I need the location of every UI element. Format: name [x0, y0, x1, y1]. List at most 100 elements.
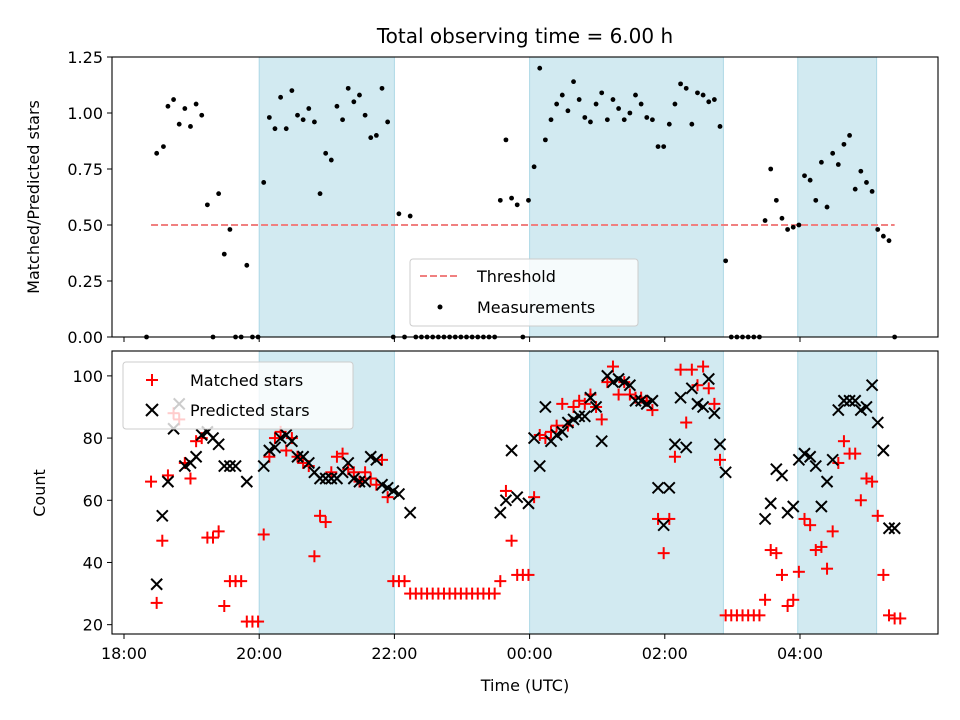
- measurement-point: [633, 92, 638, 98]
- matched-star-point: [539, 432, 552, 445]
- measurement-point: [571, 79, 576, 85]
- measurement-point: [244, 262, 250, 268]
- matched-star-point: [798, 512, 811, 525]
- measurement-point: [368, 135, 374, 141]
- top-y-tick-label: 0.00: [67, 328, 103, 347]
- predicted-star-point: [353, 475, 366, 488]
- legend-threshold-label: Threshold: [476, 267, 556, 286]
- measurement-point: [796, 222, 802, 228]
- matched-star-point: [770, 547, 783, 560]
- measurement-point: [531, 164, 537, 170]
- bottom-legend-box: [122, 361, 354, 430]
- bottom-x-tick-label: 22:00: [371, 644, 417, 663]
- predicted-star-point: [161, 475, 175, 488]
- bottom-x-tick-label: 20:00: [236, 644, 282, 663]
- measurement-point: [272, 126, 278, 132]
- measurement-point: [768, 166, 774, 172]
- predicted-star-point: [313, 472, 327, 485]
- matched-star-point: [184, 472, 197, 485]
- measurement-point: [373, 133, 379, 138]
- measurement-point: [785, 227, 791, 232]
- predicted-star-point: [325, 472, 338, 485]
- predicted-star-point: [319, 472, 332, 485]
- predicted-star-point: [150, 578, 163, 591]
- predicted-star-point: [189, 450, 203, 463]
- measurement-point: [407, 213, 413, 219]
- measurement-point: [216, 191, 222, 197]
- measurement-point: [542, 137, 548, 143]
- measurement-point: [616, 106, 622, 111]
- top-y-tick-label: 1.00: [67, 104, 103, 123]
- matched-star-point: [759, 593, 772, 606]
- matched-star-point: [268, 432, 281, 445]
- predicted-star-point: [888, 522, 901, 535]
- measurement-point: [847, 133, 852, 138]
- measurement-point: [627, 110, 633, 116]
- measurement-point: [317, 191, 323, 197]
- bottom-y-tick-label: 80: [83, 429, 103, 448]
- bottom-x-axis-label: Time (UTC): [480, 676, 569, 695]
- predicted-star-point: [623, 379, 637, 392]
- matched-star-point: [866, 475, 879, 488]
- matched-star-point: [652, 512, 665, 525]
- predicted-star-point: [702, 372, 715, 386]
- matched-star-point: [376, 453, 389, 466]
- predicted-star-point: [527, 431, 541, 445]
- predicted-star-point: [494, 506, 507, 519]
- predicted-star-point: [510, 490, 524, 504]
- measurement-point: [559, 92, 565, 98]
- bottom-y-tick-label: 60: [83, 491, 103, 510]
- predicted-star-point: [775, 469, 789, 482]
- measurement-point: [385, 119, 391, 125]
- predicted-star-point: [268, 441, 282, 454]
- measurement-point: [537, 65, 543, 71]
- predicted-star-point: [651, 481, 665, 495]
- legend-matched-swatch: [146, 374, 158, 386]
- measurement-point: [666, 121, 672, 127]
- matched-star-point: [370, 478, 383, 491]
- predicted-star-point: [285, 434, 299, 448]
- predicted-star-point: [589, 400, 603, 414]
- measurement-point: [328, 157, 334, 163]
- top-panel: 0.00 0.25 0.50 0.75 1.00 1.25 Total observing…: [24, 24, 939, 347]
- measurement-point: [227, 227, 233, 232]
- bottom-y-axis-label: Count: [30, 469, 49, 517]
- measurement-point: [830, 150, 836, 156]
- predicted-star-point: [341, 456, 355, 470]
- matched-star-point: [161, 469, 174, 482]
- measurement-point: [503, 137, 509, 143]
- matched-star-point: [837, 435, 850, 448]
- predicted-star-point: [696, 400, 710, 414]
- matched-star-point: [646, 404, 659, 417]
- matched-star-point: [505, 534, 518, 547]
- measurement-point: [672, 101, 678, 107]
- legend-predicted-swatch: [145, 403, 159, 417]
- measurement-point: [864, 180, 869, 185]
- bottom-axes-frame: [111, 350, 939, 635]
- bottom-y-tick-label: 40: [83, 553, 103, 572]
- measurement-point: [582, 115, 588, 120]
- matched-star-point: [877, 568, 890, 581]
- measurement-point: [497, 197, 503, 203]
- matched-star-point: [156, 534, 169, 547]
- predicted-star-point: [657, 518, 670, 532]
- measurement-point: [289, 88, 295, 93]
- measurement-point: [199, 112, 205, 118]
- matched-star-point: [252, 615, 265, 628]
- matched-star-point: [499, 484, 512, 497]
- measurement-point: [295, 112, 300, 118]
- measurement-point: [323, 150, 329, 156]
- measurement-point: [813, 197, 819, 203]
- measurement-point: [526, 197, 531, 203]
- matched-star-point: [680, 416, 693, 429]
- matched-star-point: [612, 388, 625, 401]
- matched-star-point: [578, 397, 591, 410]
- predicted-star-point: [719, 466, 732, 479]
- matched-star-point: [787, 593, 800, 606]
- measurement-point: [278, 94, 284, 100]
- predicted-star-point: [826, 453, 839, 467]
- measurement-point: [858, 168, 864, 174]
- measurement-point: [711, 97, 717, 102]
- measurement-point: [334, 103, 340, 109]
- measurement-point: [852, 186, 858, 192]
